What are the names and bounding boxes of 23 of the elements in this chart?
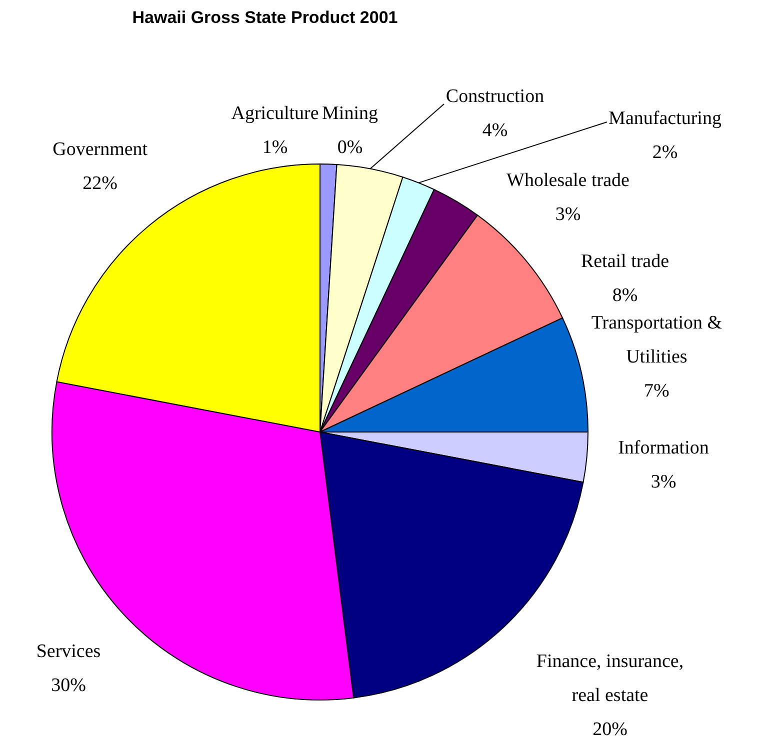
chart-title: Hawaii Gross State Product 2001	[132, 8, 398, 27]
data-label: 22%	[82, 173, 118, 194]
data-label: 30%	[51, 675, 86, 696]
data-label: 20%	[592, 719, 628, 740]
data-label: 3%	[555, 204, 581, 225]
category-label: Mining	[322, 103, 378, 124]
slice-label: Retail trade	[580, 251, 670, 272]
slice-label: Wholesale trade	[506, 170, 630, 191]
slice-label: Government	[52, 139, 148, 160]
slice-label: Information	[618, 437, 710, 458]
data-label: 4%	[482, 120, 508, 141]
data-label: 8%	[612, 285, 638, 306]
slice-label: Agriculture	[231, 103, 319, 124]
data-label: 7%	[644, 380, 670, 402]
slice-label: Manufacturing	[608, 108, 722, 129]
data-label: 2%	[652, 142, 678, 163]
data-label: 3%	[650, 471, 676, 492]
slice-label: Construction	[446, 86, 545, 107]
text: 0%	[337, 137, 363, 158]
slice-label: Transportation & Utilities	[591, 312, 722, 368]
slice-label: Services	[36, 641, 101, 662]
slice-label: Finance, insurance, real estate	[536, 651, 684, 706]
data-label: 1%	[262, 137, 288, 158]
